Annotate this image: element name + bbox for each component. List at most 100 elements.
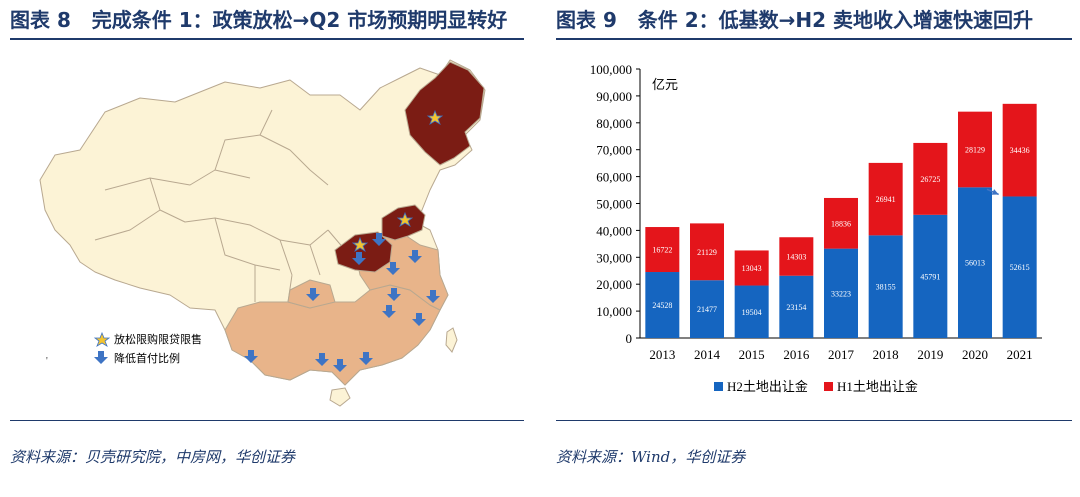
- bar-value-label: 34436: [1010, 146, 1030, 155]
- y-tick-label: 40,000: [596, 223, 632, 238]
- bar-value-label: 52615: [1010, 263, 1030, 272]
- bar-value-label: 19504: [742, 308, 762, 317]
- x-tick-label: 2017: [828, 347, 855, 362]
- bar-h1-2020: [958, 111, 992, 188]
- bar-value-label: 26725: [920, 175, 940, 184]
- y-tick-label: 80,000: [596, 116, 632, 131]
- down-arrow-icon: [386, 262, 400, 275]
- y-tick-label: 20,000: [596, 277, 632, 292]
- bar-value-label: 21129: [697, 248, 717, 257]
- right-source-note: 资料来源：Wind，华创证券: [556, 448, 746, 466]
- bar-value-label: 21477: [697, 305, 717, 314]
- map-region-hainan: [329, 387, 351, 407]
- left-figure-title: 图表 8 完成条件 1：政策放松→Q2 市场预期明显转好: [10, 4, 507, 33]
- y-tick-label: 50,000: [596, 197, 632, 212]
- left-title-rule: [10, 38, 524, 40]
- left-bottom-rule: [10, 420, 524, 421]
- down-arrow-icon: [333, 359, 347, 372]
- bar-h1-2013: [645, 227, 680, 273]
- right-figure-label: 图表 9: [556, 8, 617, 32]
- bar-h2-2020: [958, 187, 992, 338]
- down-arrow-icon: [387, 288, 401, 301]
- bar-h1-2018: [868, 162, 903, 236]
- x-tick-label: 2019: [917, 347, 943, 362]
- legend-h1-swatch: [824, 382, 833, 391]
- bar-value-label: 14303: [786, 252, 806, 261]
- annotation-arrow-head-icon: [991, 189, 999, 195]
- down-arrow-icon: [315, 353, 329, 366]
- china-policy-map: 放松限购限贷限售 降低首付比例 ': [10, 40, 522, 415]
- left-source-note: 资料来源：贝壳研究院，中房网，华创证券: [10, 448, 296, 466]
- bar-value-label: 23154: [786, 303, 806, 312]
- bar-value-label: 18836: [831, 219, 851, 228]
- down-arrow-icon: [359, 352, 373, 365]
- legend-h2-label: H2土地出让金: [727, 379, 808, 394]
- bar-value-label: 24528: [652, 301, 672, 310]
- x-tick-label: 2013: [649, 347, 675, 362]
- bar-h2-2016: [779, 275, 814, 338]
- bar-h1-2014: [690, 223, 724, 281]
- down-arrow-icon: [244, 350, 258, 363]
- down-arrow-icon: [352, 252, 366, 265]
- x-tick-label: 2020: [962, 347, 988, 362]
- bar-h2-2017: [824, 248, 858, 338]
- bar-value-label: 45791: [920, 272, 940, 281]
- bar-h1-2019: [913, 142, 948, 215]
- y-tick-label: 0: [626, 331, 633, 346]
- legend-star-label: 放松限购限贷限售: [114, 332, 202, 346]
- bar-value-label: 56013: [965, 259, 985, 268]
- down-arrow-icon: [408, 250, 422, 263]
- y-axis-unit-label: 亿元: [652, 77, 678, 92]
- china-map-svg: 放松限购限贷限售 降低首付比例 ': [39, 59, 486, 407]
- x-tick-label: 2015: [739, 347, 765, 362]
- stray-mark: ': [46, 356, 48, 367]
- bar-value-label: 16722: [652, 246, 672, 255]
- right-figure-title: 图表 9 条件 2：低基数→H2 卖地收入增速快速回升: [556, 4, 1033, 33]
- bar-value-label: 38155: [876, 283, 896, 292]
- x-tick-label: 2016: [783, 347, 810, 362]
- legend-star-icon: [93, 331, 111, 347]
- bar-value-label: 13043: [742, 264, 762, 273]
- legend-down-arrow-icon: [94, 351, 108, 364]
- legend-h1-label: H1土地出让金: [837, 379, 918, 394]
- legend-h2-swatch: [714, 382, 723, 391]
- bar-h1-2015: [734, 250, 769, 286]
- land-sales-chart: 亿元 0 10,000 20,000 30,000 40,000 50,000 60,000…: [552, 40, 1072, 415]
- bar-h1-2017: [824, 197, 858, 249]
- left-figure-label: 图表 8: [10, 8, 71, 32]
- map-border-lines: [94, 109, 346, 303]
- y-tick-label: 90,000: [596, 89, 632, 104]
- map-region-taiwan: [445, 327, 458, 353]
- left-figure-text: 完成条件 1：政策放松→Q2 市场预期明显转好: [91, 8, 508, 32]
- y-tick-label: 70,000: [596, 143, 632, 158]
- star-icon: [396, 211, 414, 227]
- stacked-bar-chart-svg: 亿元 0 10,000 20,000 30,000 40,000 50,000 60,000…: [590, 62, 1042, 394]
- bar-value-label: 33223: [831, 289, 851, 298]
- right-title-rule: [556, 38, 1072, 40]
- y-tick-label: 30,000: [596, 250, 632, 265]
- bar-h2-2018: [868, 235, 903, 338]
- right-bottom-rule: [556, 420, 1072, 421]
- bar-h2-2014: [690, 280, 724, 338]
- bar-h2-2015: [734, 285, 769, 338]
- bar-h1-2021: [1002, 103, 1037, 197]
- legend-arrow-label: 降低首付比例: [114, 351, 180, 365]
- y-tick-label: 10,000: [596, 304, 632, 319]
- down-arrow-icon: [306, 288, 320, 301]
- down-arrow-icon: [372, 233, 386, 246]
- bar-h2-2019: [913, 214, 948, 338]
- down-arrow-icon: [426, 290, 440, 303]
- bar-value-label: 26941: [876, 195, 896, 204]
- bar-h2-2021: [1002, 196, 1037, 338]
- down-arrow-icon: [382, 305, 396, 318]
- star-icon: [351, 236, 369, 252]
- star-icon: [426, 109, 444, 125]
- x-tick-label: 2014: [694, 347, 721, 362]
- y-tick-label: 100,000: [590, 62, 632, 77]
- map-region-northeast-relaxed: [404, 61, 485, 166]
- bar-h1-2016: [779, 237, 814, 276]
- x-tick-label: 2021: [1007, 347, 1033, 362]
- bar-h2-2013: [645, 272, 680, 338]
- bar-value-label: 28129: [965, 145, 985, 154]
- right-figure-text: 条件 2：低基数→H2 卖地收入增速快速回升: [637, 8, 1034, 32]
